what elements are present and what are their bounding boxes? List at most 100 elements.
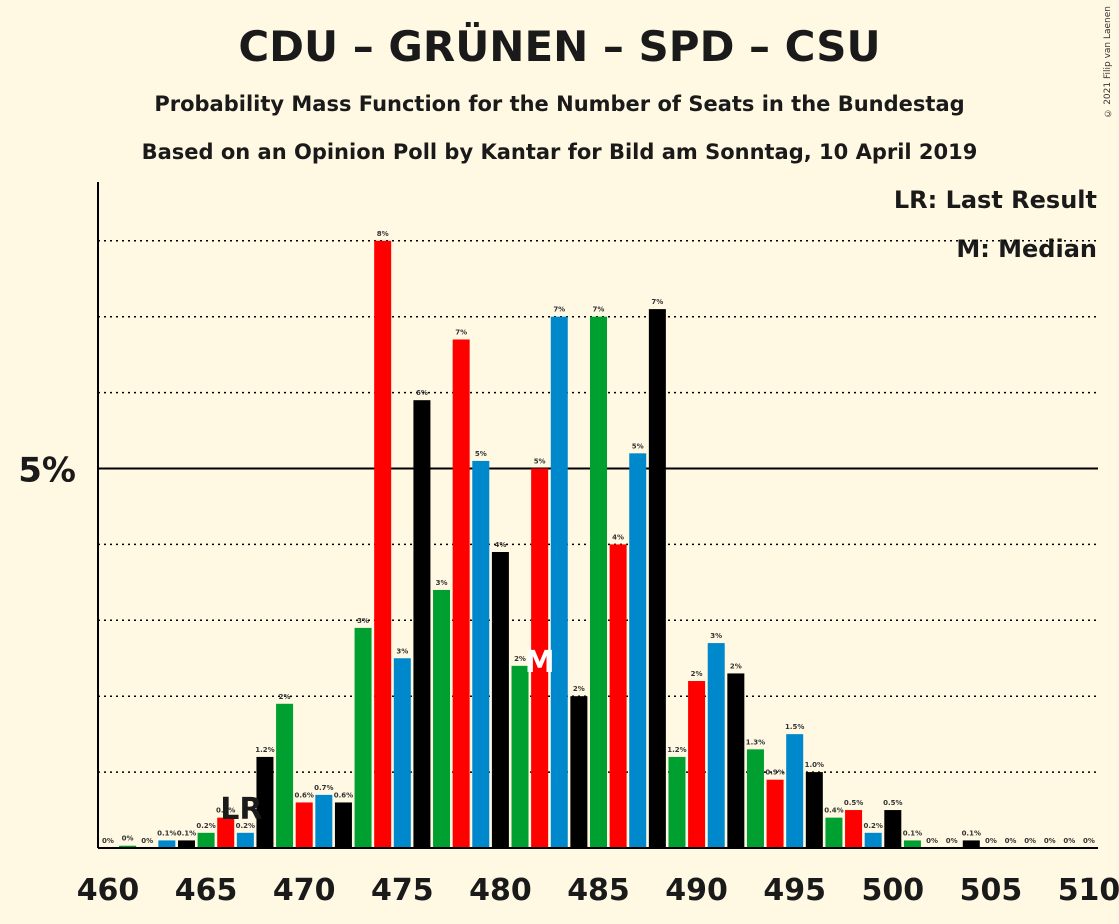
bar-value-label: 0.5%	[844, 799, 863, 807]
bar	[766, 779, 784, 848]
bar	[217, 817, 235, 848]
bar	[413, 400, 431, 848]
bar-value-label: 0%	[946, 837, 958, 845]
bar-value-label: 1.2%	[255, 746, 274, 754]
bar-value-label: 3%	[396, 647, 408, 655]
bar-value-label: 1.0%	[805, 761, 824, 769]
bar	[707, 643, 725, 848]
bar	[511, 665, 529, 848]
bar-value-label: 0.1%	[177, 829, 196, 837]
bar-value-label: 0.4%	[824, 807, 843, 815]
chart-subtitle-1: Probability Mass Function for the Number…	[154, 92, 965, 116]
x-tick-label: 505	[960, 873, 1023, 908]
bar-value-label: 0%	[122, 835, 134, 843]
x-tick-label: 495	[763, 873, 826, 908]
bar	[805, 772, 823, 848]
bar	[334, 802, 352, 848]
bar-value-label: 0%	[1024, 837, 1036, 845]
bar-value-label: 0.4%	[216, 807, 235, 815]
chart-subtitle-2: Based on an Opinion Poll by Kantar for B…	[141, 140, 978, 164]
bar	[884, 810, 902, 848]
bar-value-label: 5%	[534, 458, 546, 466]
bar	[746, 749, 764, 848]
bar	[864, 832, 882, 848]
bar	[119, 845, 137, 848]
bar-value-label: 7%	[651, 298, 663, 306]
bar	[276, 703, 294, 848]
bar-value-label: 0.7%	[314, 784, 333, 792]
bar	[197, 832, 215, 848]
bar-value-label: 2%	[279, 693, 291, 701]
bar-value-label: 5%	[632, 442, 644, 450]
bar-value-label: 2%	[514, 655, 526, 663]
bar-value-label: 8%	[377, 230, 389, 238]
bar	[236, 832, 254, 848]
bar	[393, 658, 411, 848]
bar-value-label: 0.6%	[294, 791, 313, 799]
bar-value-label: 0%	[1044, 837, 1056, 845]
bar-value-label: 4%	[494, 541, 506, 549]
bar-value-label: 5%	[475, 450, 487, 458]
bar-value-label: 1.5%	[785, 723, 804, 731]
bar-value-label: 0.2%	[236, 822, 255, 830]
x-tick-label: 465	[175, 873, 238, 908]
bar	[177, 840, 195, 848]
bar	[158, 840, 176, 848]
bar	[256, 756, 274, 848]
bar	[491, 551, 509, 848]
legend-last-result: LR: Last Result	[893, 186, 1097, 214]
bar	[472, 460, 490, 848]
bar	[629, 453, 647, 848]
bar	[433, 589, 451, 848]
bar	[668, 756, 686, 848]
bar-value-label: 0.9%	[765, 769, 784, 777]
bar	[295, 802, 313, 848]
bar-value-label: 6%	[416, 389, 428, 397]
bar-value-label: 2%	[691, 670, 703, 678]
legend-median: M: Median	[956, 235, 1097, 263]
bar	[590, 316, 607, 848]
bar-value-label: 0%	[1083, 837, 1095, 845]
bar-value-label: 7%	[593, 306, 605, 314]
bar	[903, 840, 921, 848]
bar	[648, 309, 666, 848]
bar-value-label: 0.5%	[883, 799, 902, 807]
bar	[570, 696, 588, 848]
x-tick-label: 460	[77, 873, 140, 908]
bar-value-label: 0.2%	[863, 822, 882, 830]
bar-value-label: 0.2%	[196, 822, 215, 830]
bar	[550, 316, 568, 848]
chart-title: CDU – GRÜNEN – SPD – CSU	[238, 22, 881, 71]
bar	[374, 240, 392, 849]
bar	[609, 544, 627, 848]
median-marker: M	[525, 645, 555, 680]
bar-value-label: 0.1%	[157, 829, 176, 837]
bar-value-label: 3%	[710, 632, 722, 640]
bar-value-label: 0%	[1063, 837, 1075, 845]
x-tick-label: 485	[567, 873, 630, 908]
bar	[962, 840, 980, 848]
bar-value-label: 2%	[730, 662, 742, 670]
bar-value-label: 3%	[436, 579, 448, 587]
x-tick-label: 470	[273, 873, 336, 908]
bar-value-label: 3%	[357, 617, 369, 625]
bar-value-label: 7%	[553, 306, 565, 314]
bar	[825, 817, 843, 848]
x-tick-label: 480	[469, 873, 532, 908]
bar	[727, 673, 745, 848]
x-tick-label: 500	[861, 873, 924, 908]
x-tick-label: 475	[371, 873, 434, 908]
bar-value-label: 7%	[455, 328, 467, 336]
bar	[452, 339, 470, 848]
bar-value-label: 2%	[573, 685, 585, 693]
bar-value-label: 1.3%	[746, 738, 765, 746]
x-tick-label: 490	[665, 873, 728, 908]
x-tick-label: 510	[1058, 873, 1119, 908]
bar	[786, 734, 804, 848]
bar-value-label: 0%	[141, 837, 153, 845]
bar-value-label: 0%	[926, 837, 938, 845]
bar-value-label: 1.2%	[667, 746, 686, 754]
bar	[531, 468, 549, 848]
bar-value-label: 0.1%	[962, 829, 981, 837]
last-result-marker: LR	[220, 792, 262, 827]
